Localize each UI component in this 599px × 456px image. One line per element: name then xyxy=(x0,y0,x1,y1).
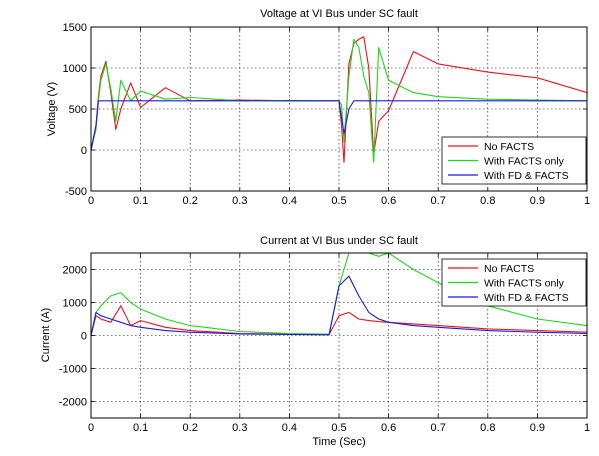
y-tick-label: -500 xyxy=(65,186,87,198)
x-tick-label: 0.6 xyxy=(381,422,396,434)
x-tick-label: 0 xyxy=(88,195,94,207)
y-tick-label: 1500 xyxy=(63,22,87,34)
voltage-lines xyxy=(91,36,587,163)
voltage-plot-frame xyxy=(90,26,588,192)
current-legend: No FACTS With FACTS only With FD & FACTS xyxy=(441,258,587,307)
x-tick-label: 0.9 xyxy=(530,195,545,207)
current-plot-frame xyxy=(90,252,588,419)
legend-label: No FACTS xyxy=(484,141,534,153)
y-tick-label: -2000 xyxy=(59,397,87,409)
legend-label: With FACTS only xyxy=(484,278,565,290)
x-tick-label: 1 xyxy=(584,422,590,434)
voltage-legend: No FACTS With FACTS only With FD & FACTS xyxy=(441,136,587,185)
x-tick-label: 0.5 xyxy=(331,422,346,434)
x-tick-label: 0.1 xyxy=(133,195,148,207)
voltage-chart-title: Voltage at VI Bus under SC fault xyxy=(260,8,418,20)
voltage-chart-ylabel: Voltage (V) xyxy=(46,82,58,136)
x-tick-label: 0.7 xyxy=(431,195,446,207)
y-tick-label: 2000 xyxy=(63,265,87,277)
x-tick-label: 1 xyxy=(584,195,590,207)
x-tick-label: 0.8 xyxy=(480,195,495,207)
series-line xyxy=(91,100,587,151)
current-chart: Current at VI Bus under SC fault Current… xyxy=(40,235,590,448)
legend-label: With FD & FACTS xyxy=(484,292,569,304)
current-chart-ylabel: Current (A) xyxy=(40,308,52,362)
y-tick-label: 1000 xyxy=(63,63,87,75)
current-chart-xlabel: Time (Sec) xyxy=(312,436,365,448)
legend-label: With FD & FACTS xyxy=(484,170,569,182)
x-tick-label: 0.7 xyxy=(431,422,446,434)
legend-label: No FACTS xyxy=(484,263,534,275)
x-tick-label: 0.9 xyxy=(530,422,545,434)
x-tick-label: 0.4 xyxy=(282,195,297,207)
current-chart-title: Current at VI Bus under SC fault xyxy=(260,235,418,247)
x-tick-label: 0 xyxy=(88,422,94,434)
x-tick-label: 0.2 xyxy=(183,195,198,207)
x-tick-label: 0.2 xyxy=(183,422,198,434)
y-tick-label: 0 xyxy=(81,145,87,157)
series-line xyxy=(91,275,587,336)
x-tick-label: 0.6 xyxy=(381,195,396,207)
voltage-y-ticks: -500 0 500 1000 1500 xyxy=(63,22,587,198)
x-tick-label: 0.3 xyxy=(232,422,247,434)
legend-label: With FACTS only xyxy=(484,156,565,168)
x-tick-label: 0.5 xyxy=(331,195,346,207)
current-lines xyxy=(91,253,587,336)
x-tick-label: 0.3 xyxy=(232,195,247,207)
voltage-chart: Voltage at VI Bus under SC fault Voltage… xyxy=(46,8,590,207)
legend-box xyxy=(441,136,587,185)
y-tick-label: 500 xyxy=(69,104,87,116)
x-tick-label: 0.4 xyxy=(282,422,297,434)
y-tick-label: 1000 xyxy=(63,298,87,310)
y-tick-label: 0 xyxy=(81,331,87,343)
x-tick-label: 0.1 xyxy=(133,422,148,434)
y-tick-label: -1000 xyxy=(59,364,87,376)
x-tick-label: 0.8 xyxy=(480,422,495,434)
current-y-ticks: -2000 -1000 0 1000 2000 xyxy=(59,265,587,409)
